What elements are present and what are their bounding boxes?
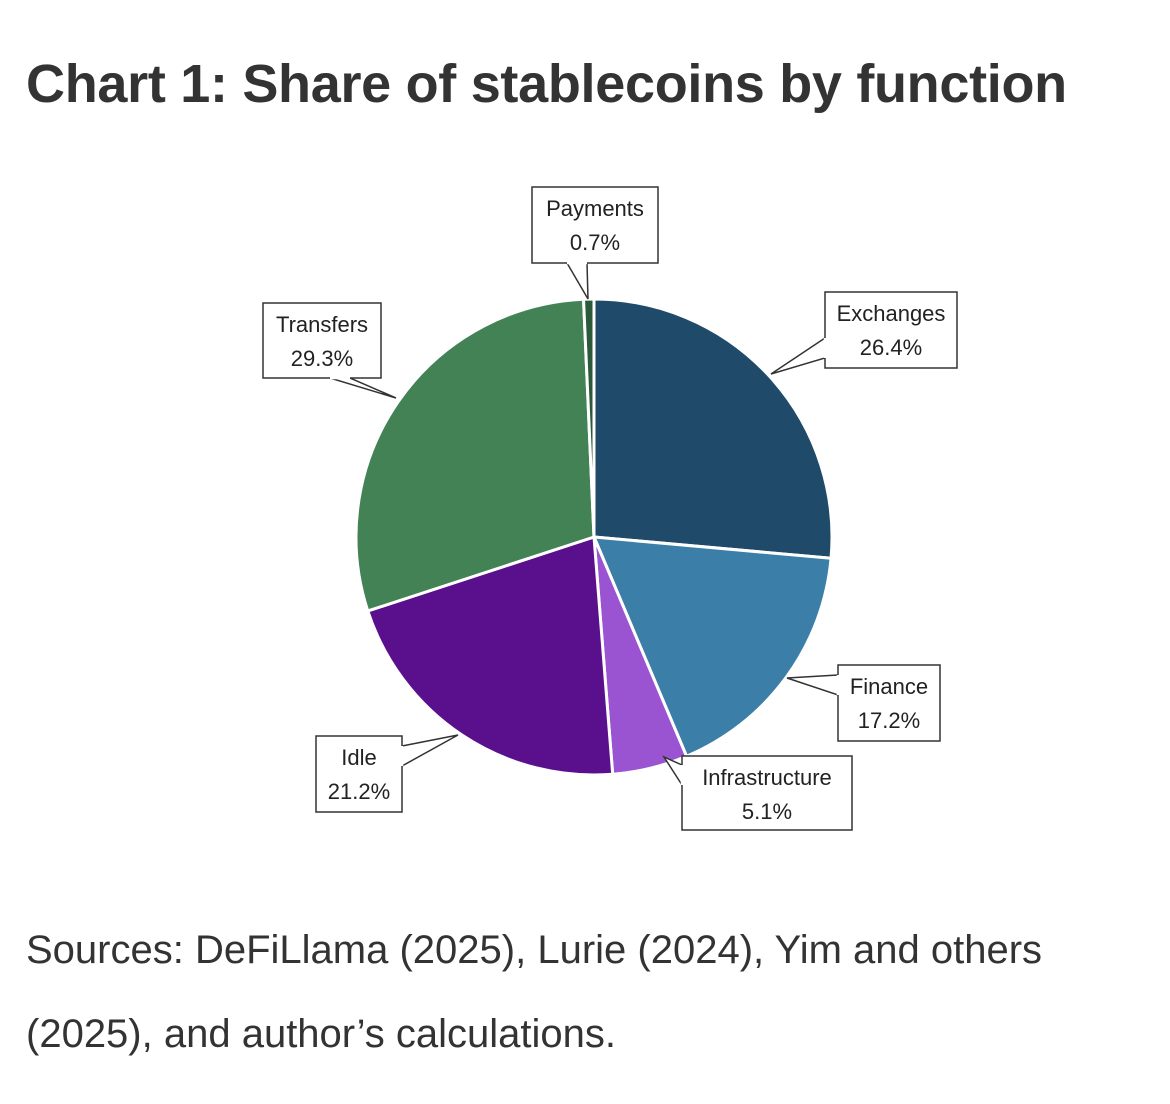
data-label-category-infrastructure: Infrastructure bbox=[702, 765, 832, 790]
pie-slices bbox=[354, 297, 834, 777]
label-pointer-transfers bbox=[329, 377, 397, 399]
sources-note: Sources: DeFiLlama (2025), Lurie (2024),… bbox=[26, 908, 1146, 1076]
pie-slice-payments bbox=[582, 297, 596, 539]
data-label-value-exchanges: 26.4% bbox=[860, 335, 922, 360]
pie-slice-idle bbox=[366, 535, 615, 777]
label-pointer-exchanges bbox=[770, 336, 826, 375]
pie-slice-transfers bbox=[354, 297, 596, 613]
sources-line-1: Sources: DeFiLlama (2025), Lurie (2024),… bbox=[26, 928, 1043, 972]
data-label-category-payments: Payments bbox=[546, 196, 644, 221]
data-label-value-idle: 21.2% bbox=[328, 779, 390, 804]
data-label-value-transfers: 29.3% bbox=[291, 346, 353, 371]
label-box-payments bbox=[531, 186, 659, 264]
label-pointer-finance bbox=[786, 674, 839, 697]
label-pointer-infrastructure bbox=[662, 755, 683, 788]
data-label-value-infrastructure: 5.1% bbox=[742, 799, 792, 824]
data-label-value-payments: 0.7% bbox=[570, 230, 620, 255]
label-box-finance bbox=[837, 664, 941, 742]
label-box-infrastructure bbox=[681, 755, 853, 831]
pie-chart: Exchanges 26.4% Finance 17.2% Infrastructure… bbox=[262, 186, 958, 831]
data-label-category-transfers: Transfers bbox=[276, 312, 368, 337]
label-box-transfers bbox=[262, 302, 382, 379]
pie-slice-exchanges bbox=[592, 297, 834, 560]
data-label-category-finance: Finance bbox=[850, 674, 928, 699]
label-box-exchanges bbox=[824, 291, 958, 369]
chart-title: Chart 1: Share of stablecoins by functio… bbox=[26, 54, 1067, 114]
data-labels: Exchanges 26.4% Finance 17.2% Infrastructure… bbox=[262, 186, 958, 831]
data-label-category-exchanges: Exchanges bbox=[837, 301, 946, 326]
data-label-category-idle: Idle bbox=[341, 745, 376, 770]
label-pointer-payments bbox=[565, 262, 589, 300]
label-pointer-idle bbox=[401, 734, 459, 768]
sources-line-2: (2025), and author’s calculations. bbox=[26, 1012, 616, 1056]
data-label-value-finance: 17.2% bbox=[858, 708, 920, 733]
pie-slice-finance bbox=[592, 535, 833, 758]
label-box-idle bbox=[315, 735, 403, 813]
